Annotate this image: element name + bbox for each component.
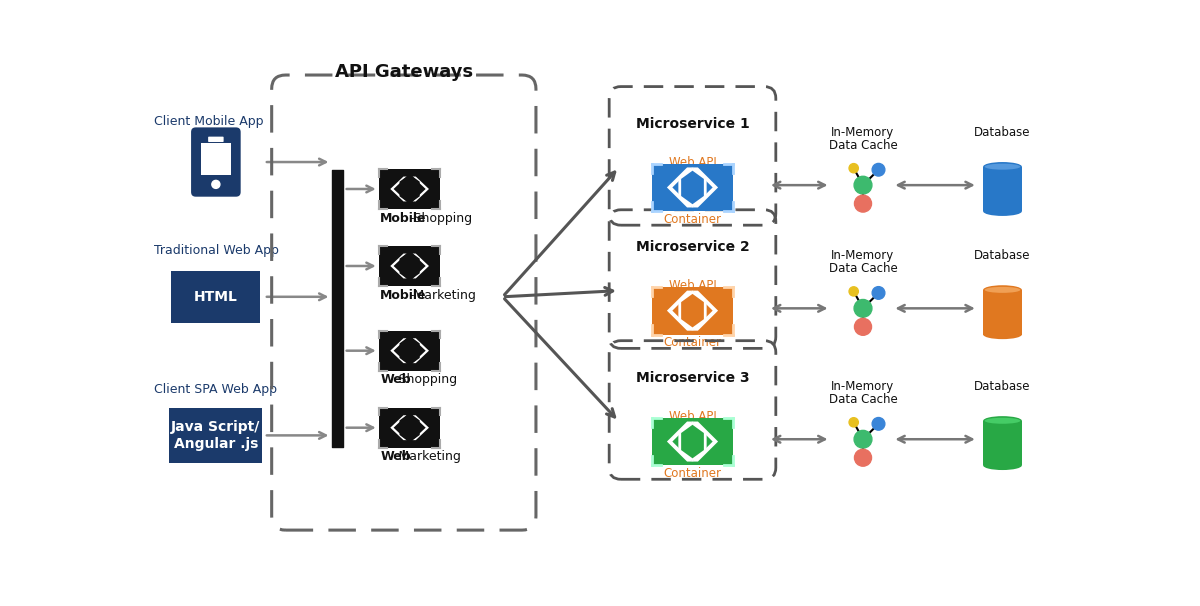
Text: Traditional Web App: Traditional Web App: [154, 244, 278, 257]
Polygon shape: [679, 423, 706, 460]
Text: Web API: Web API: [668, 410, 716, 422]
Circle shape: [854, 318, 871, 335]
FancyBboxPatch shape: [191, 127, 241, 197]
FancyBboxPatch shape: [379, 246, 440, 286]
Circle shape: [854, 195, 871, 212]
Text: Web API: Web API: [668, 156, 716, 168]
Bar: [983, 167, 1022, 211]
Text: -Shopping: -Shopping: [409, 211, 473, 225]
Circle shape: [212, 181, 220, 188]
Bar: [983, 290, 1022, 335]
Circle shape: [850, 164, 858, 173]
Polygon shape: [413, 338, 428, 363]
FancyBboxPatch shape: [652, 287, 733, 335]
Polygon shape: [390, 338, 407, 363]
Text: Mobile: Mobile: [380, 211, 427, 225]
Ellipse shape: [983, 285, 1022, 295]
Text: -Shopping: -Shopping: [395, 373, 458, 387]
Circle shape: [872, 287, 884, 299]
Circle shape: [850, 287, 858, 296]
Text: HTML: HTML: [194, 290, 238, 304]
Text: Mobile: Mobile: [380, 288, 427, 302]
FancyBboxPatch shape: [379, 408, 440, 448]
Ellipse shape: [983, 207, 1022, 216]
Text: Java Script/
Angular .js: Java Script/ Angular .js: [172, 420, 260, 451]
FancyBboxPatch shape: [208, 136, 223, 142]
Bar: [983, 421, 1022, 465]
Ellipse shape: [985, 418, 1020, 424]
Text: Microservice 1: Microservice 1: [636, 116, 749, 130]
FancyBboxPatch shape: [652, 418, 733, 465]
Text: Web: Web: [380, 450, 410, 464]
Circle shape: [854, 176, 872, 194]
Ellipse shape: [983, 162, 1022, 171]
Circle shape: [872, 164, 884, 176]
Text: Client SPA Web App: Client SPA Web App: [154, 383, 277, 396]
Text: Database: Database: [974, 126, 1031, 139]
FancyBboxPatch shape: [200, 142, 232, 175]
Text: Web API: Web API: [668, 279, 716, 291]
Polygon shape: [413, 253, 428, 278]
Polygon shape: [667, 291, 692, 331]
Text: Data Cache: Data Cache: [829, 262, 898, 275]
Polygon shape: [401, 414, 419, 442]
Text: Container: Container: [664, 336, 721, 350]
Text: Web: Web: [380, 373, 410, 387]
Polygon shape: [679, 292, 706, 329]
Polygon shape: [692, 422, 718, 462]
Text: Container: Container: [664, 467, 721, 481]
Polygon shape: [667, 167, 692, 207]
Text: Container: Container: [664, 213, 721, 226]
Text: -Marketing: -Marketing: [409, 288, 476, 302]
Ellipse shape: [983, 461, 1022, 470]
Polygon shape: [413, 176, 428, 201]
Text: Microservice 2: Microservice 2: [636, 240, 749, 254]
Polygon shape: [390, 176, 407, 201]
Polygon shape: [692, 167, 718, 207]
Polygon shape: [413, 415, 428, 440]
Polygon shape: [401, 252, 419, 280]
Text: Database: Database: [974, 381, 1031, 393]
Polygon shape: [679, 169, 706, 206]
Polygon shape: [692, 291, 718, 331]
Text: Client Mobile App: Client Mobile App: [154, 116, 263, 128]
Circle shape: [872, 418, 884, 430]
Polygon shape: [401, 337, 419, 365]
Text: Data Cache: Data Cache: [829, 393, 898, 405]
FancyBboxPatch shape: [169, 408, 263, 463]
Ellipse shape: [985, 287, 1020, 293]
FancyBboxPatch shape: [172, 271, 260, 323]
Text: -Marketing: -Marketing: [395, 450, 462, 464]
FancyBboxPatch shape: [379, 331, 440, 371]
Circle shape: [850, 418, 858, 427]
Text: Database: Database: [974, 250, 1031, 262]
Polygon shape: [390, 415, 407, 440]
Text: API Gateways: API Gateways: [335, 63, 473, 81]
Text: In-Memory: In-Memory: [832, 126, 895, 139]
Text: In-Memory: In-Memory: [832, 381, 895, 393]
Text: Microservice 3: Microservice 3: [636, 371, 749, 385]
Circle shape: [854, 430, 872, 448]
FancyBboxPatch shape: [379, 169, 440, 209]
Polygon shape: [401, 175, 419, 203]
Ellipse shape: [985, 164, 1020, 170]
Polygon shape: [667, 422, 692, 462]
Text: In-Memory: In-Memory: [832, 250, 895, 262]
Circle shape: [854, 449, 871, 466]
FancyBboxPatch shape: [652, 164, 733, 211]
Ellipse shape: [983, 416, 1022, 425]
Text: Data Cache: Data Cache: [829, 139, 898, 152]
Circle shape: [854, 299, 872, 317]
Ellipse shape: [983, 330, 1022, 339]
Polygon shape: [390, 253, 407, 278]
